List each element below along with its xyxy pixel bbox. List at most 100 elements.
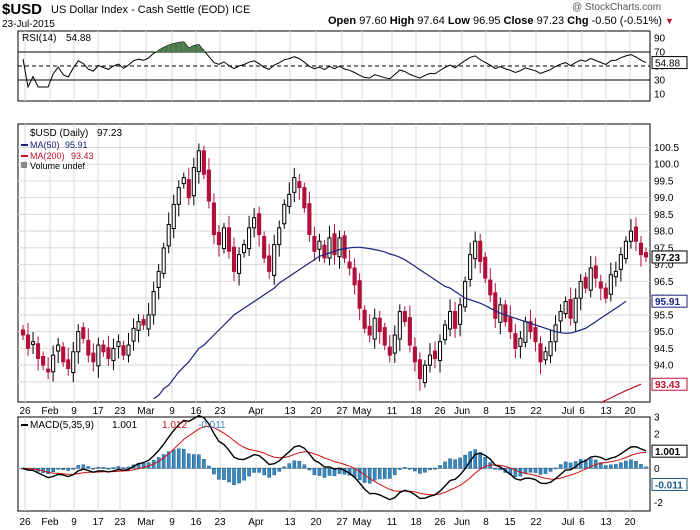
macd-histogram-bar [372,468,377,481]
macd-histogram-bar [322,468,327,478]
macd-histogram-bar [614,464,618,469]
price-legend-label: $USD (Daily) [30,128,88,139]
price-y-tick-label: 94.5 [654,344,674,355]
macd-x-tick-label: Apr [248,517,264,528]
macd-histogram-bar [212,468,216,475]
macd-histogram-bar [639,464,643,469]
candle-body [523,321,528,343]
candle-body [226,227,232,252]
macd-histogram-bar [392,468,397,476]
low-value: 96.95 [472,15,501,27]
volume-legend-label: Volume undef [30,161,86,171]
macd-histogram-bar [272,468,277,476]
macd-x-tick-label: Jun [454,517,470,528]
close-label: Close [503,15,534,27]
price-close-tag-text: 97.23 [655,253,680,264]
candle-body [262,236,267,259]
stockcharts-watermark: @ StockCharts.com [572,2,662,13]
price-y-tick-label: 99.0 [654,193,674,204]
candle-body [151,290,156,316]
candle-body [176,187,181,205]
candle-body [317,240,322,250]
candle-body [106,347,111,359]
candle-body [463,280,468,308]
macd-histogram-bar [166,451,171,469]
candle-body [20,329,26,336]
candle-body [468,254,473,280]
price-x-tick-label: 27 [336,406,348,417]
macd-histogram-bar [141,463,146,469]
macd-x-tick-label: 20 [310,517,322,528]
macd-value-tag [651,444,688,458]
macd-hist-legend-value: -0.011 [198,420,226,431]
macd-histogram-bar [558,464,563,469]
candle-body [518,337,523,347]
macd-hist-value-tag-text: -0.011 [655,480,683,491]
macd-histogram-bar [408,468,412,470]
price-x-tick-label: 18 [410,406,422,417]
macd-histogram-bar [302,464,307,469]
rsi-overbought-fill [178,41,184,52]
rsi-last-value-tag [651,56,688,70]
price-y-tick-label: 97.5 [654,243,674,254]
rsi-overbought-fill [188,45,194,52]
candle-body [538,343,543,363]
candle-body [136,321,141,331]
candle-body [121,345,126,356]
macd-x-tick-label: Mar [137,517,155,528]
macd-histogram-bar [548,468,553,472]
macd-x-tick-label: 8 [483,517,489,528]
macd-histogram-bar [513,468,518,478]
candle-body [61,346,66,363]
macd-x-tick-label: 13 [600,517,612,528]
price-y-tick-label: 95.0 [654,327,674,338]
ma50-value-tag-text: 95.91 [655,297,680,308]
rsi-overbought-fill [168,43,174,52]
price-x-tick-label: 13 [600,406,612,417]
price-x-tick-label: 9 [169,406,175,417]
macd-histogram-bar [598,462,603,469]
macd-histogram-bar [327,468,332,476]
candle-body [287,193,292,207]
macd-histogram-bar [307,468,312,471]
ma200-value-tag [651,377,688,391]
candle-body [568,299,573,319]
macd-histogram-bar [619,462,623,469]
candle-body [116,341,121,347]
candle-body [618,254,623,270]
candle-body [442,324,448,341]
candle-body [347,261,352,269]
rsi-y-tick-label: 10 [654,90,666,101]
candle-body [196,150,201,173]
macd-histogram-bar [292,460,297,469]
price-x-tick-label: 8 [483,406,489,417]
macd-histogram-bar [563,461,568,469]
rsi-y-tick-label: 30 [654,76,666,87]
macd-x-tick-label: Jul [562,517,575,528]
candle-body [36,343,41,359]
macd-histogram-bar [357,468,362,481]
candle-body [312,236,317,252]
price-x-tick-label: May [353,406,372,417]
candle-body [382,327,387,346]
candle-body [25,334,31,349]
macd-x-tick-label: 22 [530,517,542,528]
price-x-tick-label: 26 [19,406,31,417]
macd-histogram-bar [252,468,256,473]
candle-body [247,227,252,250]
candle-body [231,246,237,272]
macd-histogram-bar [634,461,638,469]
low-label: Low [447,15,470,27]
macd-x-tick-label: 9 [71,517,77,528]
macd-histogram-bar [387,468,392,479]
macd-y-tick-label: -2 [654,498,663,509]
ma50-value-tag [651,294,688,308]
candle-body [322,244,327,259]
price-x-tick-label: 23 [214,406,226,417]
macd-histogram-bar [483,456,488,469]
candle-body [603,287,608,299]
candle-body [598,281,603,289]
macd-histogram-bar [192,454,196,469]
ma50-legend-value: 95.91 [65,140,88,150]
